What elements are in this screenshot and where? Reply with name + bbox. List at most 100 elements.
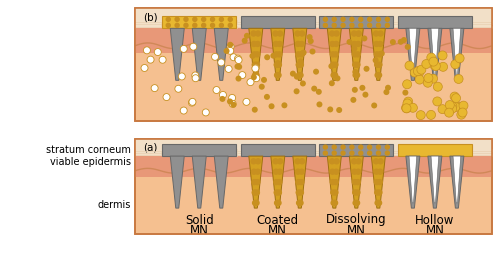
Circle shape (276, 62, 281, 67)
Polygon shape (406, 156, 420, 208)
Circle shape (252, 200, 258, 205)
Circle shape (408, 103, 418, 112)
Circle shape (352, 46, 358, 52)
Circle shape (234, 55, 242, 62)
Circle shape (274, 52, 279, 57)
Circle shape (404, 97, 412, 106)
Circle shape (251, 74, 257, 80)
Circle shape (333, 190, 338, 195)
Circle shape (300, 50, 306, 56)
Bar (135, 8, 492, 28)
Circle shape (324, 151, 328, 155)
Circle shape (252, 73, 258, 78)
Circle shape (264, 54, 270, 60)
Circle shape (378, 180, 382, 185)
Circle shape (324, 145, 328, 149)
Circle shape (180, 45, 188, 52)
Circle shape (350, 97, 356, 103)
Circle shape (328, 63, 334, 69)
Circle shape (255, 169, 260, 174)
Circle shape (202, 17, 205, 21)
Circle shape (454, 74, 463, 84)
Text: (b): (b) (143, 12, 158, 22)
Circle shape (274, 180, 279, 185)
Circle shape (252, 107, 258, 113)
Circle shape (228, 23, 232, 27)
Circle shape (376, 17, 380, 21)
Polygon shape (170, 28, 184, 80)
Circle shape (352, 180, 358, 185)
Circle shape (252, 65, 259, 72)
Bar (135, 139, 492, 234)
Circle shape (352, 169, 357, 174)
Polygon shape (453, 28, 460, 75)
Polygon shape (350, 28, 364, 80)
Circle shape (332, 73, 338, 78)
Circle shape (251, 31, 256, 36)
Circle shape (330, 31, 334, 36)
Circle shape (252, 180, 257, 185)
Circle shape (376, 200, 382, 205)
Circle shape (457, 110, 466, 119)
Circle shape (417, 65, 426, 74)
Circle shape (353, 200, 358, 205)
Circle shape (298, 200, 303, 205)
Circle shape (379, 51, 385, 57)
Circle shape (334, 159, 339, 164)
Circle shape (296, 200, 302, 205)
Circle shape (330, 62, 336, 67)
Polygon shape (450, 156, 464, 208)
Circle shape (410, 68, 419, 77)
Circle shape (252, 169, 256, 174)
Circle shape (378, 31, 383, 36)
Circle shape (374, 169, 379, 174)
Circle shape (368, 151, 372, 155)
Circle shape (313, 69, 319, 75)
Bar (162, 144, 236, 156)
Circle shape (430, 61, 439, 70)
Circle shape (398, 39, 404, 45)
Circle shape (299, 169, 304, 174)
Circle shape (368, 23, 372, 27)
Circle shape (427, 53, 436, 62)
Circle shape (252, 64, 259, 71)
Circle shape (202, 23, 205, 27)
Circle shape (261, 77, 267, 83)
Circle shape (356, 52, 360, 57)
Circle shape (180, 107, 187, 114)
Circle shape (330, 41, 335, 46)
Circle shape (359, 17, 363, 21)
Circle shape (354, 200, 360, 205)
Circle shape (316, 102, 322, 108)
Circle shape (356, 31, 361, 36)
Polygon shape (450, 28, 464, 80)
Polygon shape (431, 28, 438, 75)
Bar (241, 16, 315, 28)
Circle shape (228, 17, 232, 21)
Text: Coated: Coated (256, 213, 299, 227)
Circle shape (243, 98, 250, 105)
Circle shape (368, 145, 372, 149)
Circle shape (433, 97, 442, 106)
Circle shape (341, 145, 345, 149)
Bar (320, 16, 394, 28)
Polygon shape (428, 28, 442, 80)
Circle shape (330, 52, 336, 57)
Bar (135, 139, 492, 156)
Circle shape (274, 190, 279, 195)
Circle shape (230, 102, 236, 108)
Circle shape (385, 85, 391, 91)
Circle shape (359, 23, 363, 27)
Circle shape (324, 17, 328, 21)
Circle shape (352, 69, 358, 75)
Circle shape (424, 78, 432, 87)
Bar (135, 27, 492, 53)
Circle shape (213, 87, 220, 93)
Circle shape (310, 49, 316, 55)
Circle shape (362, 35, 368, 41)
Circle shape (332, 145, 336, 149)
Circle shape (359, 151, 363, 155)
Circle shape (202, 109, 209, 116)
Circle shape (274, 41, 278, 46)
Circle shape (330, 159, 334, 164)
